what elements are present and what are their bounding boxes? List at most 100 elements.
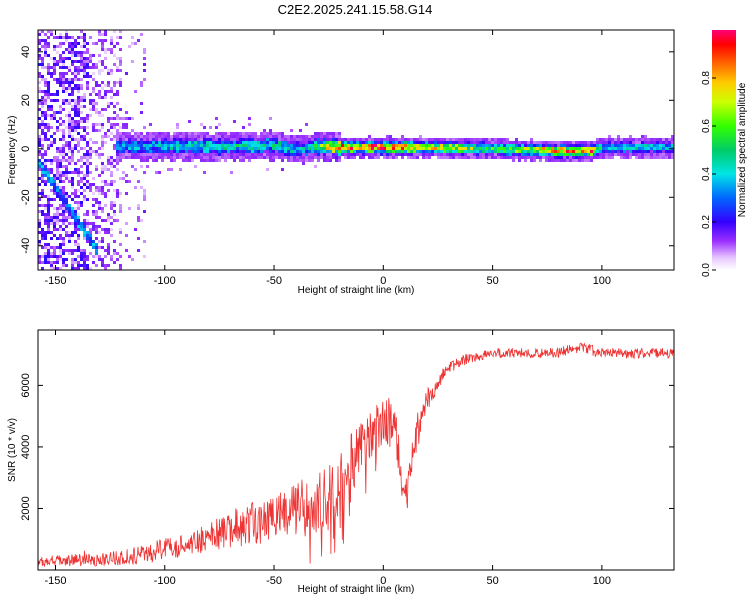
spectrogram-cell	[470, 138, 473, 141]
spectrogram-cell	[539, 153, 542, 156]
spectrogram-cell	[47, 129, 50, 132]
spectrogram-cell	[302, 162, 305, 165]
spectrogram-cell	[146, 156, 149, 159]
spectrogram-cell	[47, 261, 50, 264]
spectrogram-cell	[122, 135, 125, 138]
spectrogram-cell	[401, 147, 404, 150]
spectrogram-cell	[257, 138, 260, 141]
spectrogram-cell	[44, 219, 47, 222]
spectrogram-cell	[53, 216, 56, 219]
spectrogram-cell	[620, 153, 623, 156]
spectrogram-cell	[218, 135, 221, 138]
spectrogram-cell	[71, 183, 74, 186]
spectrogram-cell	[44, 213, 47, 216]
spectrogram-cell	[278, 150, 281, 153]
spectrogram-cell	[149, 135, 152, 138]
spectrogram-cell	[617, 147, 620, 150]
spectrogram-cell	[308, 156, 311, 159]
spectrogram-cell	[173, 138, 176, 141]
spectrogram-cell	[137, 39, 140, 42]
spectrogram-cell	[41, 204, 44, 207]
spectrogram-cell	[80, 45, 83, 48]
spectrogram-cell	[98, 111, 101, 114]
spectrogram-cell	[218, 159, 221, 162]
spectrogram-cell	[527, 147, 530, 150]
spectrogram-cell	[92, 72, 95, 75]
spectrogram-cell	[65, 153, 68, 156]
spectrogram-cell	[503, 150, 506, 153]
spectrogram-cell	[95, 210, 98, 213]
spectrogram-cell	[590, 159, 593, 162]
spectrogram-cell	[182, 144, 185, 147]
spectrogram-cell	[50, 198, 53, 201]
spectrogram-cell	[332, 132, 335, 135]
spectrogram-cell	[98, 246, 101, 249]
spectrogram-cell	[629, 135, 632, 138]
spectrogram-cell	[506, 150, 509, 153]
spectrogram-cell	[452, 156, 455, 159]
spectrogram-cell	[59, 66, 62, 69]
spectrogram-cell	[38, 261, 41, 264]
spectrogram-cell	[200, 147, 203, 150]
spectrogram-cell	[47, 72, 50, 75]
spectrogram-cell	[458, 150, 461, 153]
spectrogram-cell	[605, 138, 608, 141]
spectrogram-cell	[392, 144, 395, 147]
spectrogram-cell	[335, 132, 338, 135]
spectrogram-cell	[242, 159, 245, 162]
spectrogram-cell	[95, 255, 98, 258]
spectrogram-cell	[491, 150, 494, 153]
spectrogram-cell	[215, 150, 218, 153]
spectrogram-cell	[104, 93, 107, 96]
spectrogram-cell	[425, 141, 428, 144]
spectrogram-cell	[206, 144, 209, 147]
spectrogram-cell	[74, 54, 77, 57]
spectrogram-cell	[500, 147, 503, 150]
spectrogram-cell	[248, 147, 251, 150]
spectrogram-cell	[227, 141, 230, 144]
spectrogram-cell	[329, 153, 332, 156]
spectrogram-cell	[566, 156, 569, 159]
spectrogram-cell	[50, 93, 53, 96]
spectrogram-cell	[488, 150, 491, 153]
spectrogram-cell	[338, 135, 341, 138]
spectrogram-cell	[47, 222, 50, 225]
spectrogram-cell	[41, 156, 44, 159]
spectrogram-cell	[641, 141, 644, 144]
spectrogram-cell	[77, 51, 80, 54]
spectrogram-cell	[443, 138, 446, 141]
spectrogram-cell	[68, 66, 71, 69]
spectrogram-cell	[668, 144, 671, 147]
spectrogram-cell	[68, 135, 71, 138]
spectrogram-cell	[95, 264, 98, 267]
spectrogram-cell	[41, 261, 44, 264]
spectrogram-cell	[107, 48, 110, 51]
spectrogram-cell	[554, 159, 557, 162]
spectrogram-cell	[422, 147, 425, 150]
spectrogram-cell	[266, 147, 269, 150]
spectrogram-cell	[113, 219, 116, 222]
spectrogram-cell	[122, 117, 125, 120]
spectrogram-cell	[89, 189, 92, 192]
spectrogram-cell	[77, 120, 80, 123]
spectrogram-cell	[284, 147, 287, 150]
spectrogram-cell	[65, 201, 68, 204]
spectrogram-cell	[56, 63, 59, 66]
spectrogram-cell	[197, 153, 200, 156]
spectrogram-cell	[116, 66, 119, 69]
spectrogram-cell	[647, 147, 650, 150]
spectrogram-cell	[407, 138, 410, 141]
spectrogram-cell	[62, 204, 65, 207]
spectrogram-cell	[125, 192, 128, 195]
spectrogram-cell	[47, 63, 50, 66]
spectrogram-cell	[521, 150, 524, 153]
spectrogram-cell	[110, 156, 113, 159]
spectrogram-cell	[86, 258, 89, 261]
spectrogram-cell	[512, 159, 515, 162]
spectrogram-cell	[209, 147, 212, 150]
spectrogram-cell	[395, 138, 398, 141]
spectrogram-cell	[500, 144, 503, 147]
spectrogram-cell	[86, 57, 89, 60]
spectrogram-cell	[113, 30, 116, 33]
spectrogram-cell	[233, 153, 236, 156]
